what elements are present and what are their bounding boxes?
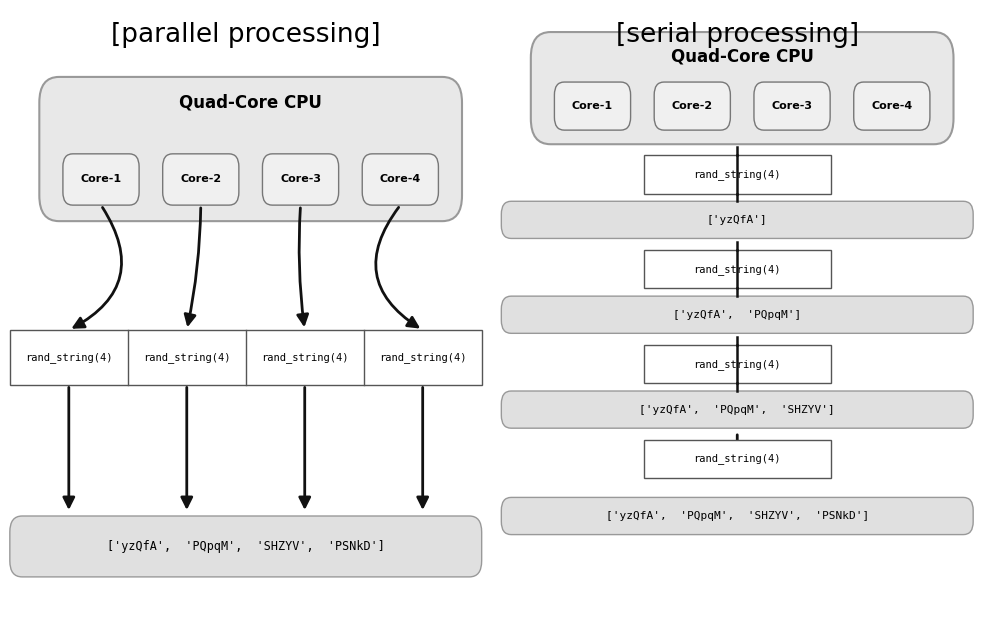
FancyBboxPatch shape bbox=[501, 497, 973, 535]
FancyBboxPatch shape bbox=[501, 201, 973, 238]
Text: rand_string(4): rand_string(4) bbox=[693, 453, 781, 465]
Text: rand_string(4): rand_string(4) bbox=[25, 352, 113, 363]
FancyBboxPatch shape bbox=[63, 154, 140, 205]
Text: rand_string(4): rand_string(4) bbox=[143, 352, 231, 363]
FancyBboxPatch shape bbox=[853, 82, 930, 130]
Text: Core-4: Core-4 bbox=[871, 101, 912, 111]
Text: Core-4: Core-4 bbox=[379, 174, 421, 185]
FancyBboxPatch shape bbox=[501, 391, 973, 428]
Text: Core-3: Core-3 bbox=[280, 174, 321, 185]
Bar bbox=[644, 155, 831, 194]
FancyBboxPatch shape bbox=[362, 154, 438, 205]
Text: Core-1: Core-1 bbox=[81, 174, 122, 185]
Text: ['yzQfA']: ['yzQfA'] bbox=[707, 215, 768, 225]
Text: Core-3: Core-3 bbox=[772, 101, 813, 111]
FancyBboxPatch shape bbox=[501, 296, 973, 333]
Bar bbox=[644, 345, 831, 383]
FancyBboxPatch shape bbox=[754, 82, 830, 130]
Bar bbox=[10, 330, 482, 385]
FancyBboxPatch shape bbox=[655, 82, 730, 130]
Text: rand_string(4): rand_string(4) bbox=[693, 358, 781, 370]
Text: Core-1: Core-1 bbox=[572, 101, 613, 111]
Text: rand_string(4): rand_string(4) bbox=[378, 352, 467, 363]
FancyBboxPatch shape bbox=[162, 154, 239, 205]
Text: Core-2: Core-2 bbox=[180, 174, 221, 185]
Bar bbox=[644, 250, 831, 288]
Text: ['yzQfA',  'PQpqM',  'SHZYV',  'PSNkD']: ['yzQfA', 'PQpqM', 'SHZYV', 'PSNkD'] bbox=[606, 511, 869, 521]
Text: rand_string(4): rand_string(4) bbox=[693, 169, 781, 180]
FancyBboxPatch shape bbox=[262, 154, 338, 205]
Text: ['yzQfA',  'PQpqM',  'SHZYV']: ['yzQfA', 'PQpqM', 'SHZYV'] bbox=[639, 404, 836, 415]
Text: rand_string(4): rand_string(4) bbox=[260, 352, 349, 363]
Text: [parallel processing]: [parallel processing] bbox=[111, 22, 380, 49]
Text: Quad-Core CPU: Quad-Core CPU bbox=[670, 47, 814, 65]
FancyBboxPatch shape bbox=[10, 516, 482, 577]
FancyBboxPatch shape bbox=[39, 77, 462, 221]
Text: [serial processing]: [serial processing] bbox=[615, 22, 859, 49]
FancyBboxPatch shape bbox=[531, 32, 954, 144]
Text: Core-2: Core-2 bbox=[671, 101, 713, 111]
Text: ['yzQfA',  'PQpqM']: ['yzQfA', 'PQpqM'] bbox=[673, 310, 801, 320]
Bar bbox=[644, 440, 831, 478]
Text: Quad-Core CPU: Quad-Core CPU bbox=[179, 94, 322, 112]
Text: rand_string(4): rand_string(4) bbox=[693, 263, 781, 275]
Text: ['yzQfA',  'PQpqM',  'SHZYV',  'PSNkD']: ['yzQfA', 'PQpqM', 'SHZYV', 'PSNkD'] bbox=[107, 540, 384, 553]
FancyBboxPatch shape bbox=[554, 82, 631, 130]
